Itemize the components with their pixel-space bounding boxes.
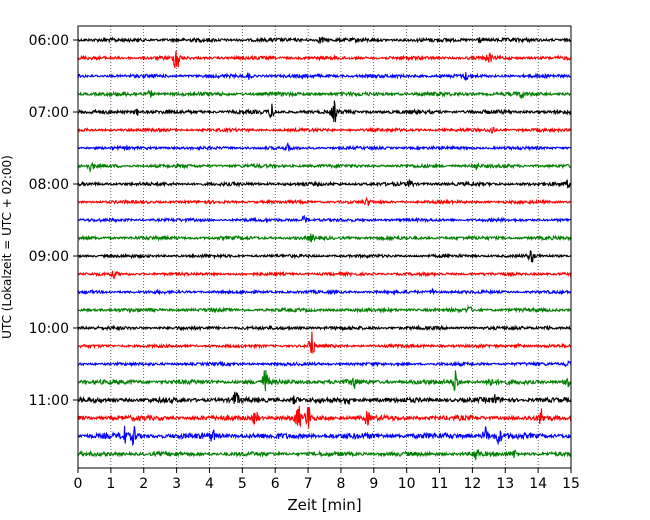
x-tick-label: 8 bbox=[336, 476, 345, 492]
trace-0700 bbox=[77, 100, 572, 123]
trace-1000 bbox=[77, 324, 572, 332]
y-tick-label: 11:00 bbox=[29, 393, 69, 409]
x-tick-label: 7 bbox=[304, 476, 313, 492]
x-axis-ticks: 0 1 2 3 4 5 6 7 8 9 10 11 12 13 14 15 bbox=[74, 468, 580, 492]
trace-0930 bbox=[77, 287, 572, 296]
x-tick-label: 11 bbox=[431, 476, 449, 492]
trace-1130 bbox=[77, 425, 572, 447]
trace-1015 bbox=[77, 331, 572, 355]
trace-0715 bbox=[77, 126, 572, 134]
x-tick-label: 2 bbox=[139, 476, 148, 492]
trace-1100 bbox=[77, 391, 572, 405]
trace-1115 bbox=[77, 405, 572, 429]
x-tick-label: 12 bbox=[463, 476, 481, 492]
y-tick-label: 10:00 bbox=[29, 321, 69, 337]
trace-0630 bbox=[77, 72, 572, 81]
y-tick-label: 07:00 bbox=[29, 105, 69, 121]
x-tick-label: 3 bbox=[172, 476, 181, 492]
y-tick-label: 09:00 bbox=[29, 249, 69, 265]
y-tick-label: 06:00 bbox=[29, 33, 69, 49]
y-tick-label: 08:00 bbox=[29, 177, 69, 193]
trace-0600 bbox=[77, 36, 572, 45]
trace-0645 bbox=[77, 89, 572, 99]
trace-1045 bbox=[77, 370, 572, 392]
plot-area bbox=[78, 26, 571, 468]
trace-1030 bbox=[77, 359, 572, 368]
trace-0915 bbox=[77, 270, 572, 280]
x-tick-label: 10 bbox=[398, 476, 416, 492]
y-axis-ticks: 06:00 07:00 08:00 09:00 10:00 11:00 bbox=[29, 33, 78, 409]
plot-frame bbox=[77, 25, 572, 469]
trace-0945 bbox=[77, 304, 572, 314]
x-tick-label: 13 bbox=[496, 476, 514, 492]
trace-group bbox=[77, 36, 572, 461]
trace-0830 bbox=[77, 214, 572, 224]
trace-0900 bbox=[77, 249, 572, 263]
x-tick-label: 1 bbox=[106, 476, 115, 492]
trace-0815 bbox=[77, 196, 572, 206]
x-tick-label: 6 bbox=[271, 476, 280, 492]
trace-0845 bbox=[77, 233, 572, 243]
x-tick-label: 14 bbox=[529, 476, 547, 492]
trace-0800 bbox=[77, 179, 572, 189]
trace-0730 bbox=[77, 141, 572, 152]
x-tick-label: 0 bbox=[74, 476, 83, 492]
trace-0745 bbox=[77, 161, 572, 173]
x-tick-label: 5 bbox=[238, 476, 247, 492]
x-tick-label: 15 bbox=[562, 476, 580, 492]
trace-0615 bbox=[77, 50, 572, 69]
x-tick-label: 4 bbox=[205, 476, 214, 492]
y-axis-label: UTC (Lokalzeit = UTC + 02:00) bbox=[0, 155, 14, 339]
x-axis-label: Zeit [min] bbox=[287, 496, 361, 514]
x-tick-label: 9 bbox=[369, 476, 378, 492]
trace-1145 bbox=[77, 448, 572, 461]
